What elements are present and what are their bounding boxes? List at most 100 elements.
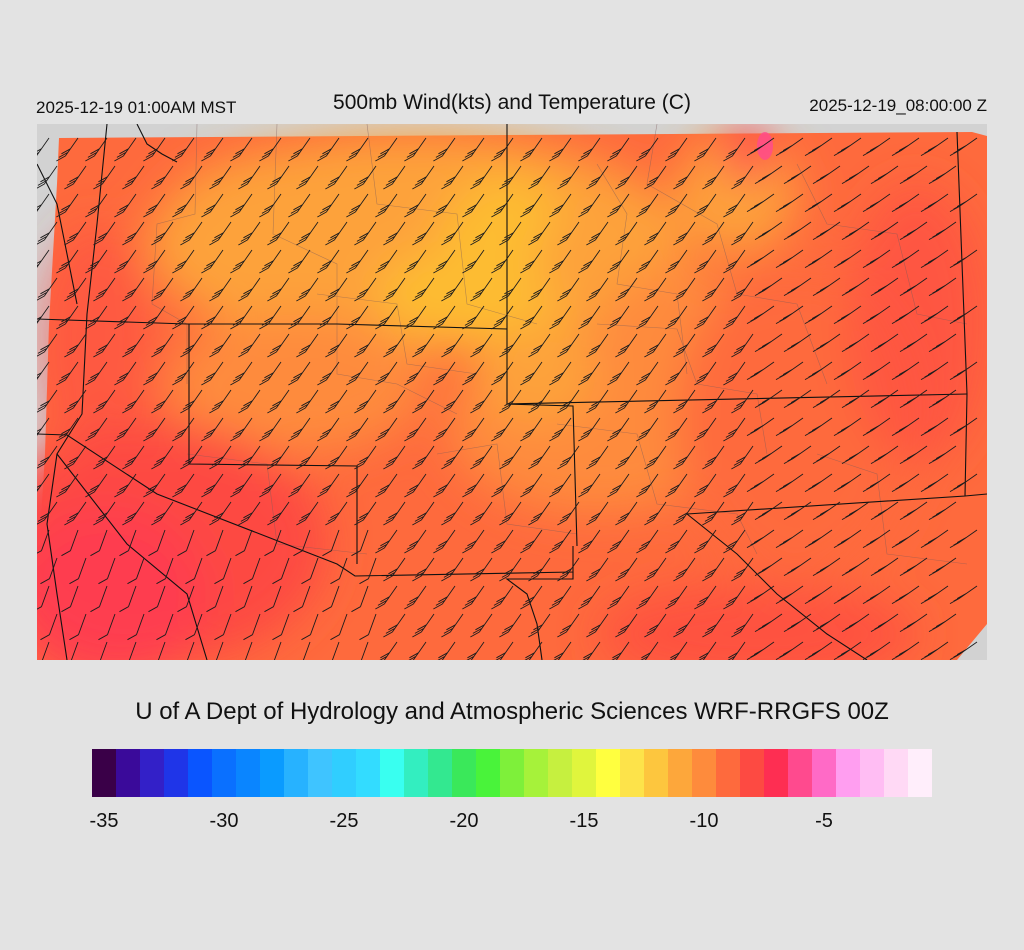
wind-barb — [151, 445, 174, 470]
colorbar-tick-label: -5 — [815, 810, 833, 832]
wind-barb — [928, 557, 957, 577]
wind-barb — [206, 585, 224, 613]
wind-barb — [746, 585, 775, 605]
wind-barb — [93, 277, 116, 302]
wind-barb — [754, 165, 783, 185]
wind-barb — [862, 137, 891, 157]
wind-barb — [404, 417, 427, 442]
wind-barb — [143, 473, 166, 498]
wind-barb — [151, 277, 174, 302]
wind-barb — [151, 333, 174, 358]
wind-barb — [317, 193, 340, 218]
wind-barb — [673, 277, 696, 302]
wind-barb — [470, 221, 493, 246]
wind-barb — [235, 529, 253, 557]
wind-barb — [185, 557, 203, 585]
wind-barb — [85, 137, 108, 162]
wind-barb — [201, 193, 224, 218]
wind-barb — [841, 277, 870, 297]
wind-barbs — [37, 137, 978, 660]
wind-barb — [833, 361, 862, 381]
wind-barb — [354, 333, 377, 358]
colorbar-bin — [596, 749, 620, 797]
wind-barb — [783, 613, 812, 633]
wind-barb — [812, 277, 841, 297]
colorbar-tick-labels: -35 -30 -25 -20 -15 -10 -5 — [0, 810, 1024, 840]
colorbar-bin — [500, 749, 524, 797]
wind-barb — [804, 473, 833, 493]
wind-barb — [520, 305, 543, 330]
wind-barb — [611, 641, 630, 660]
wind-barb — [949, 473, 978, 493]
wind-barb — [746, 305, 775, 325]
wind-barb — [85, 473, 108, 498]
wind-barb — [578, 585, 601, 610]
wind-barb — [746, 417, 775, 437]
wind-barb — [665, 137, 688, 162]
wind-barb — [949, 137, 978, 157]
wind-barb — [37, 473, 50, 492]
wind-barb — [404, 585, 427, 610]
wind-barb — [499, 389, 522, 414]
wind-barb — [172, 305, 195, 330]
wind-barb — [891, 193, 920, 213]
wind-barb — [862, 193, 891, 213]
wind-barb — [615, 613, 638, 638]
wind-barb — [56, 417, 79, 442]
wind-barb — [351, 529, 369, 557]
wind-barb — [783, 333, 812, 353]
wind-barb — [520, 529, 543, 554]
wind-barb — [238, 389, 261, 414]
wind-barb — [899, 557, 928, 577]
wind-barb — [586, 333, 609, 358]
wind-barb — [462, 585, 485, 610]
wind-barb — [317, 417, 340, 442]
wind-barb — [238, 221, 261, 246]
wind-barb — [359, 613, 377, 641]
wind-barb — [322, 585, 340, 613]
wind-barb — [928, 221, 957, 241]
wind-barb — [731, 445, 754, 470]
wind-barb — [156, 557, 174, 585]
state-borders — [37, 124, 987, 660]
wind-barb — [754, 557, 783, 577]
wind-barb — [694, 249, 717, 274]
wind-barb — [891, 473, 920, 493]
wind-barb — [754, 501, 783, 521]
wind-barb — [238, 165, 261, 190]
wind-barb — [549, 305, 572, 330]
wind-barb — [85, 249, 108, 274]
wind-barb — [351, 585, 369, 613]
wind-barb — [723, 249, 746, 274]
wind-barb — [557, 333, 580, 358]
wind-barb — [891, 137, 920, 157]
wind-barb — [862, 641, 891, 660]
wind-barb — [267, 277, 290, 302]
wind-barb — [267, 501, 290, 526]
wind-barb — [209, 501, 232, 526]
wind-barb — [949, 249, 978, 269]
wind-barb — [441, 221, 464, 246]
wind-barb — [470, 165, 493, 190]
wind-barb — [812, 501, 841, 521]
wind-barb — [69, 613, 87, 641]
wind-barb — [93, 389, 116, 414]
wind-barb — [499, 165, 522, 190]
wind-barb — [644, 333, 667, 358]
colorbar-bin — [380, 749, 404, 797]
wind-barb — [491, 193, 514, 218]
wind-barb — [746, 137, 775, 157]
wind-barb — [636, 137, 659, 162]
wind-barb — [354, 501, 377, 526]
wind-barb — [259, 417, 282, 442]
wind-barb — [723, 361, 746, 386]
wind-barb — [470, 557, 493, 582]
wind-barb — [296, 445, 319, 470]
wind-barb — [437, 641, 456, 660]
colorbar-tick-label: -10 — [689, 810, 719, 832]
wind-barb — [754, 277, 783, 297]
wind-barb — [70, 641, 79, 660]
wind-barb — [870, 389, 899, 409]
wind-barb — [412, 389, 435, 414]
valid-time-utc: 2025-12-19_08:00:00 Z — [809, 96, 987, 115]
